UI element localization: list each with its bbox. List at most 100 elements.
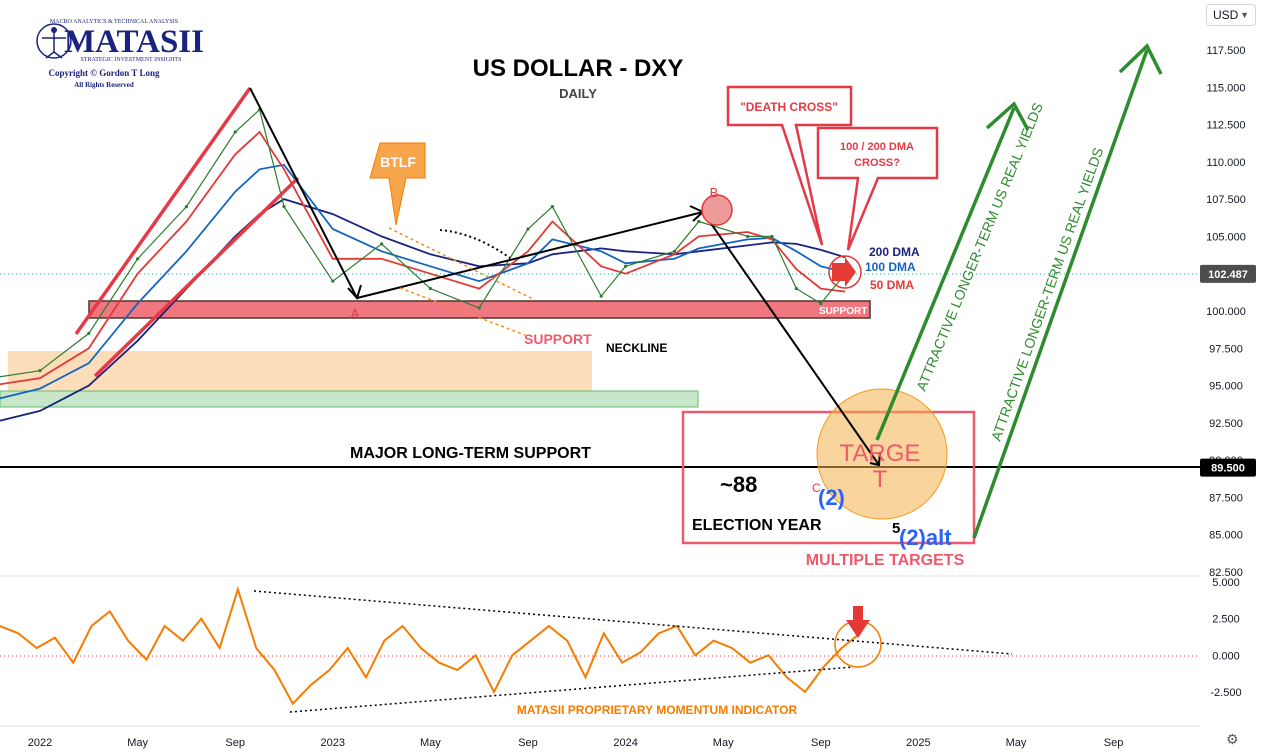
target-value-label: ~88 xyxy=(720,472,757,497)
yield-arrow-2 xyxy=(972,49,1149,539)
dma-cross-label-2: CROSS? xyxy=(854,157,900,169)
x-tick-label: May xyxy=(1006,737,1027,749)
multiple-targets-label: MULTIPLE TARGETS xyxy=(806,552,965,569)
wave-down-line xyxy=(249,87,358,299)
price-marker xyxy=(1200,458,1256,477)
election-year-label: ELECTION YEAR xyxy=(692,517,822,534)
support-zones xyxy=(0,273,1200,657)
target-label: TARGE xyxy=(840,440,921,467)
x-tick-label: May xyxy=(713,737,734,749)
support-box-label: SUPPORT xyxy=(819,306,867,317)
y-tick-label: 87.500 xyxy=(1209,492,1243,504)
momentum-tick-label: 2.500 xyxy=(1212,614,1240,626)
logo-copyright: Copyright © Gordon T Long xyxy=(49,68,160,78)
dma200-label: 200 DMA xyxy=(869,245,920,259)
yield-arrow-1 xyxy=(875,107,1016,441)
currency-label: USD xyxy=(1213,8,1239,22)
price-point xyxy=(770,234,774,239)
price-point xyxy=(282,205,286,209)
btlf-label: BTLF xyxy=(380,154,416,170)
y-tick-label: 85.000 xyxy=(1209,530,1243,542)
y-tick-label: 100.000 xyxy=(1206,306,1246,318)
momentum-tick-label: 0.000 xyxy=(1212,650,1240,662)
currency-select[interactable]: USD ▼ xyxy=(1206,4,1256,26)
price-point xyxy=(184,205,188,209)
price-point xyxy=(38,369,42,373)
y-tick-label: 92.500 xyxy=(1209,418,1243,430)
x-axis-ticks: 2022 May Sep 2023 May Sep 2024 May Sep 2025 May Sep xyxy=(28,737,1124,749)
momentum-line xyxy=(0,585,861,706)
wave-c-label: C xyxy=(812,481,821,495)
x-tick-label: Sep xyxy=(518,737,538,749)
momentum-upper-trendline xyxy=(253,590,1013,655)
chevron-down-icon: ▼ xyxy=(1240,10,1249,20)
down-arrow-icon xyxy=(846,606,870,638)
logo-name: MATASII xyxy=(64,24,204,60)
y-axis-ticks: 117.500 115.000 112.500 110.000 107.500 105.0… xyxy=(1206,45,1246,579)
wave-target-line xyxy=(702,211,880,466)
x-tick-label: Sep xyxy=(811,737,831,749)
x-tick-label: Sep xyxy=(1104,737,1124,749)
price-point xyxy=(477,306,481,310)
price-marker-label: 89.500 xyxy=(1211,463,1245,475)
logo-rights: All Rights Reserved xyxy=(74,81,134,89)
major-support-label: MAJOR LONG-TERM SUPPORT xyxy=(350,445,591,462)
x-tick-label: 2022 xyxy=(28,737,52,749)
price-markers: 102.487 89.500 xyxy=(1200,264,1256,477)
series-layer xyxy=(0,108,861,706)
gear-icon[interactable]: ⚙ xyxy=(1226,732,1239,748)
price-point xyxy=(697,219,701,224)
price-point xyxy=(672,249,677,253)
x-tick-label: May xyxy=(420,737,441,749)
dma50-label: 50 DMA xyxy=(870,278,914,292)
y-tick-label: 105.000 xyxy=(1206,231,1246,243)
price-point xyxy=(624,264,628,268)
momentum-tick-label: 5.000 xyxy=(1212,577,1240,589)
price-point xyxy=(331,279,335,283)
channel-lower-line xyxy=(93,176,300,378)
wave-2-label: (2) xyxy=(818,485,845,510)
y-tick-label: 107.500 xyxy=(1206,194,1246,206)
annotations xyxy=(74,43,1163,713)
target-t-label: T xyxy=(873,466,888,493)
price-marker-label: 102.487 xyxy=(1208,269,1248,281)
x-tick-label: 2025 xyxy=(906,737,930,749)
x-tick-label: 2024 xyxy=(613,737,637,749)
b-circle xyxy=(701,194,733,226)
price-point xyxy=(428,287,432,291)
btlf-callout xyxy=(369,142,426,226)
price-point xyxy=(87,331,91,335)
price-point xyxy=(233,130,237,134)
point-b-label: B xyxy=(710,185,719,200)
price-point xyxy=(136,257,140,261)
y-tick-label: 117.500 xyxy=(1207,45,1246,57)
channel-upper-line xyxy=(74,86,252,336)
price-point xyxy=(380,242,384,246)
death-cross-callout xyxy=(726,85,853,246)
matasii-logo: MACRO ANALYTICS & TECHNICAL ANALYSIS MAT… xyxy=(36,19,204,89)
price-point xyxy=(526,227,530,231)
orange-demand-zone xyxy=(8,351,592,391)
support-label: SUPPORT xyxy=(524,331,592,347)
price-marker xyxy=(1200,264,1256,283)
y-tick-label: 95.000 xyxy=(1209,381,1243,393)
y-tick-label: 112.500 xyxy=(1207,120,1246,132)
series-line-50-dma xyxy=(0,130,846,386)
y-tick-label: 115.000 xyxy=(1207,82,1246,94)
series-line-200-dma xyxy=(0,198,846,422)
price-point xyxy=(794,287,799,291)
y-tick-label: 97.500 xyxy=(1209,343,1243,355)
dma100-label: 100 DMA xyxy=(865,260,916,274)
green-demand-zone xyxy=(0,390,699,408)
logo-sub: STRATEGIC INVESTMENT INSIGHTS xyxy=(81,57,182,63)
dotted-arc xyxy=(439,229,511,259)
x-tick-label: May xyxy=(127,737,148,749)
x-tick-label: Sep xyxy=(225,737,245,749)
wave-5-label: 5 xyxy=(892,520,900,537)
wave-up-line xyxy=(356,211,704,299)
cross-arrow-icon xyxy=(832,257,856,287)
target-box xyxy=(681,410,976,545)
momentum-tick-label: -2.500 xyxy=(1210,687,1241,699)
momentum-lower-trendline xyxy=(289,666,854,713)
